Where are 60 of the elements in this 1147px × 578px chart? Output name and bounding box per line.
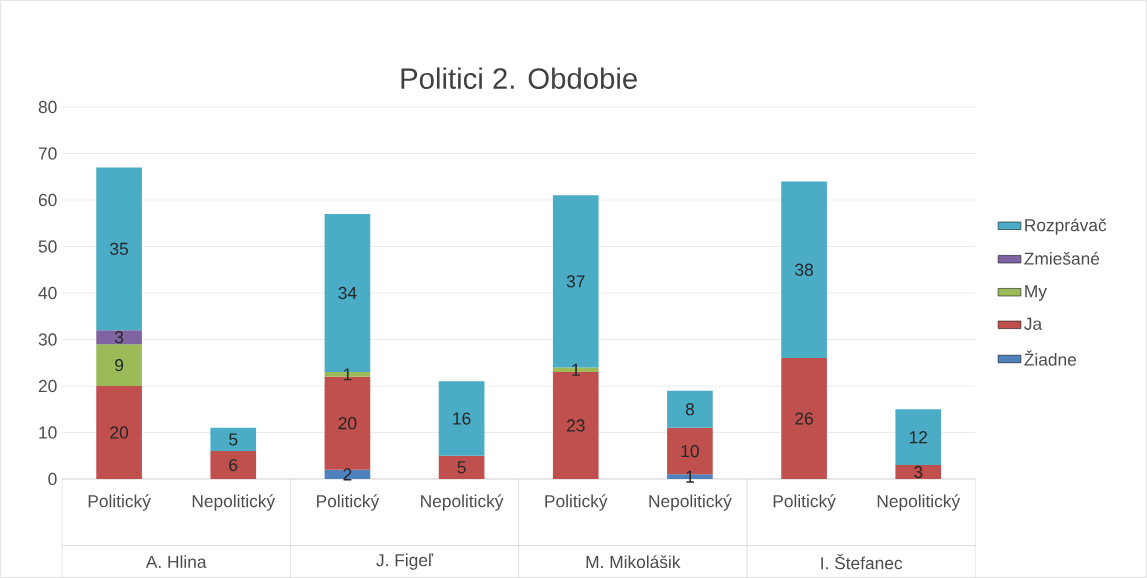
bar	[781, 358, 827, 479]
data-label: 23	[566, 419, 585, 432]
y-tick-label: 40	[38, 286, 57, 300]
data-label: 3	[914, 465, 923, 479]
x-tick-label: Politický	[88, 494, 151, 511]
bar	[96, 167, 142, 331]
bar	[438, 455, 485, 479]
x-tick-label: Nepolitický	[421, 494, 504, 511]
data-label: 9	[115, 358, 124, 372]
text: M. Mikolášik	[586, 555, 681, 569]
data-label: 20	[338, 417, 357, 430]
data-label: 37	[566, 275, 585, 288]
y-tick-label: 50	[38, 240, 57, 253]
bar	[210, 451, 257, 479]
legend-label: Zmiešané	[1024, 251, 1100, 265]
data-label: 6	[229, 458, 238, 472]
legend-label: My	[1025, 285, 1047, 301]
bar	[781, 181, 827, 359]
bar	[96, 385, 142, 479]
x-tick-label: Politický	[317, 494, 380, 511]
x-tick-label: Nepolitický	[649, 494, 732, 511]
bar	[895, 465, 942, 479]
data-label: 35	[110, 242, 128, 255]
bar	[96, 344, 142, 386]
data-label: 8	[685, 403, 694, 416]
y-tick-label: 10	[39, 426, 57, 439]
data-label: 2	[343, 468, 352, 481]
data-label: 5	[457, 461, 466, 474]
y-tick-label: 80	[38, 100, 57, 114]
x-tick-label: Politický	[545, 494, 608, 511]
data-label: 3	[114, 331, 124, 344]
legend-label: Ja	[1024, 317, 1043, 330]
text: J. Figeľ	[376, 553, 434, 570]
y-tick-label: 0	[48, 472, 57, 486]
bar	[438, 381, 485, 456]
text: I. Štefanec	[821, 553, 903, 570]
data-label: 26	[795, 412, 813, 425]
y-tick-label: 30	[38, 333, 57, 346]
text: A. Hlina	[145, 555, 207, 569]
data-label: 5	[229, 433, 238, 446]
data-label: 12	[909, 431, 927, 444]
bar	[96, 330, 142, 345]
bar	[210, 427, 257, 452]
x-tick-label: Nepolitický	[877, 494, 961, 511]
data-label: 38	[795, 263, 813, 276]
legend-label: Rozprávač	[1025, 218, 1107, 235]
y-tick-label: 20	[38, 379, 57, 393]
x-tick-label: Nepolitický	[192, 494, 276, 511]
y-tick-label: 70	[38, 147, 57, 160]
data-label: 34	[338, 286, 357, 300]
x-tick-label: Politický	[773, 494, 836, 511]
legend-label: Žiadne	[1024, 350, 1077, 366]
bar	[324, 469, 371, 479]
data-label: 20	[110, 426, 129, 439]
y-tick-label: 60	[38, 193, 57, 207]
data-label: 16	[453, 412, 471, 425]
data-label: 10	[681, 444, 699, 458]
chart-title: Politici 2. Obdobie	[401, 67, 637, 89]
bar	[667, 390, 713, 428]
bar	[895, 409, 942, 466]
